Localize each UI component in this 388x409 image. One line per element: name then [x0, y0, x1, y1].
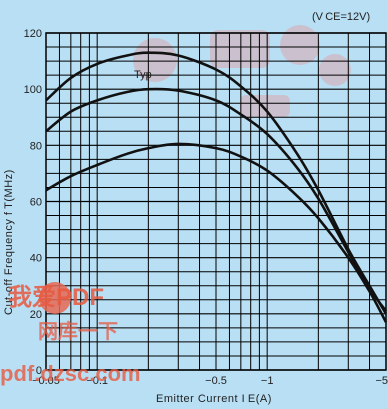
- x-tick-label-4: −5: [375, 375, 388, 387]
- site-watermark: 我爱PDF 网库一下 pdf.dzsc.com: [0, 282, 141, 386]
- y-tick-labels: 0 20 40 60 80 100 120: [24, 28, 42, 377]
- x-tick-label-2: −0.5: [205, 375, 227, 387]
- watermark-url: pdf.dzsc.com: [0, 361, 141, 386]
- x-tick-label-3: −1: [261, 375, 274, 387]
- x-tick-label-0: −0.05: [32, 375, 60, 387]
- series-lines: [45, 51, 388, 323]
- plot-frame: [45, 32, 387, 371]
- x-tick-label-1: −0.1: [86, 375, 108, 387]
- series-line-1: [45, 87, 388, 312]
- watermark-logo-text: 我爱PDF: [8, 284, 104, 311]
- series-line-2: [45, 142, 388, 323]
- y-tick-label-4: 80: [30, 140, 42, 152]
- background-watermark: [133, 25, 351, 117]
- y-tick-label-6: 120: [24, 28, 42, 40]
- watermark-sub-text: 网库一下: [38, 319, 118, 343]
- grid: [45, 32, 387, 371]
- y-axis-label: Cut-off Frequency f T(MHz): [3, 169, 15, 315]
- series-line-0: [45, 51, 388, 315]
- x-tick-labels: −0.05 −0.1 −0.5 −1 −5: [32, 375, 388, 387]
- watermark-logo-icon: [39, 282, 71, 314]
- x-axis-label: Emitter Current I E(A): [156, 393, 272, 405]
- y-tick-label-1: 20: [30, 309, 42, 321]
- y-tick-label-5: 100: [24, 84, 42, 96]
- condition-label: (V CE=12V): [312, 11, 370, 23]
- typ-annotation: Typ: [134, 69, 152, 81]
- y-tick-label-3: 60: [30, 197, 42, 209]
- y-tick-label-2: 40: [30, 253, 42, 265]
- y-tick-label-0: 0: [36, 365, 42, 377]
